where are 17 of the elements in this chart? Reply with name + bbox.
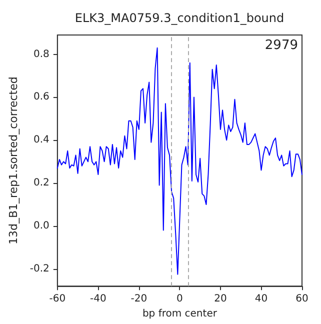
x-tick-label: -40 [90, 294, 106, 305]
x-tick-label: 60 [296, 294, 308, 305]
chart-title: ELK3_MA0759.3_condition1_bound [74, 11, 284, 25]
y-tick-label: 0.2 [34, 178, 50, 189]
x-tick-label: -60 [49, 294, 66, 305]
annotation: 2979 [264, 38, 298, 53]
y-tick-label: 0.8 [34, 48, 50, 60]
x-tick-label: 40 [254, 294, 268, 305]
x-tick-label: 0 [176, 294, 183, 305]
x-axis-title: bp from center [142, 308, 218, 320]
y-tick-label: -0.2 [30, 263, 50, 274]
x-tick-label: -20 [130, 294, 148, 305]
y-tick-label: 0.4 [34, 134, 50, 146]
y-axis-title: 13d_B1_rep1.sorted_corrected [7, 76, 20, 244]
x-tick-label: 20 [214, 294, 227, 305]
y-tick-label: 0.0 [34, 220, 50, 232]
y-tick-label: 0.6 [34, 92, 50, 103]
